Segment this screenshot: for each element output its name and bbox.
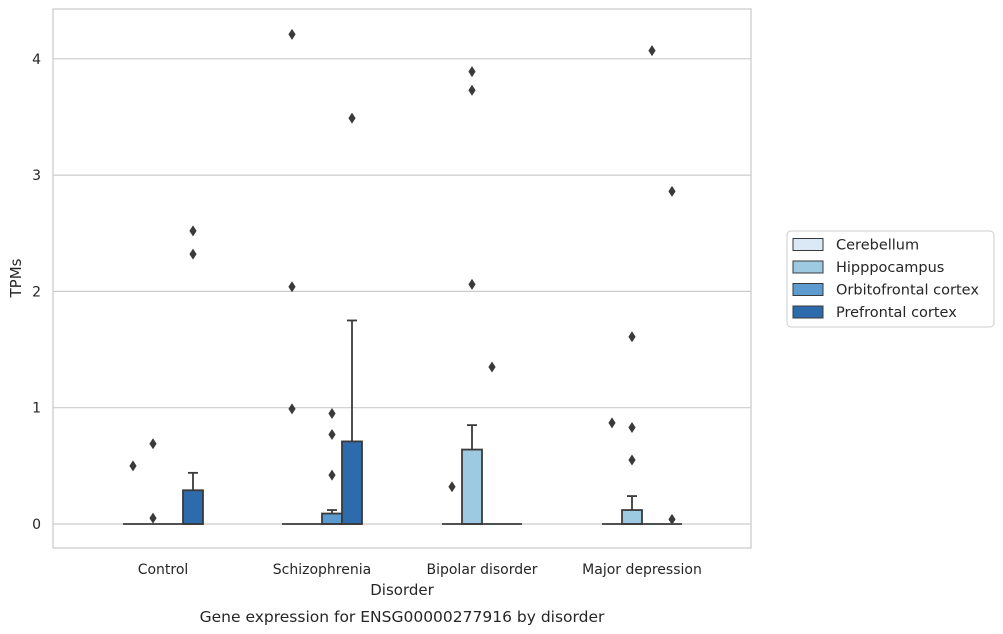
x-tick-labels: Control Schizophrenia Bipolar disorder Majo… (138, 562, 702, 578)
outlier-point (129, 460, 137, 472)
box-hipppocampus (621, 331, 643, 525)
outlier-point (328, 428, 336, 440)
box-hipppocampus (143, 438, 163, 525)
plot-marks (123, 28, 682, 525)
outlier-point (189, 225, 197, 237)
gridlines (53, 58, 751, 525)
box-orbitofrontal-cortex (642, 45, 662, 525)
box-orbitofrontal-cortex (482, 361, 502, 525)
legend-label: Orbitofrontal cortex (836, 283, 979, 299)
legend-swatch (792, 305, 824, 319)
box-cerebellum (282, 28, 302, 525)
outlier-point (628, 421, 636, 433)
legend-label: Hipppocampus (836, 260, 944, 276)
legend-swatch (792, 283, 824, 296)
outlier-point (288, 403, 296, 415)
outlier-point (448, 481, 456, 493)
plot-area-frame (52, 8, 752, 549)
chart-caption: Gene expression for ENSG00000277916 by d… (200, 608, 605, 626)
x-tick-label: Bipolar disorder (426, 562, 537, 578)
box-prefrontal-cortex (662, 185, 682, 525)
x-tick-label: Control (138, 562, 189, 578)
y-tick-label: 1 (32, 401, 41, 417)
box-body (182, 489, 204, 525)
outlier-point (468, 84, 476, 96)
y-tick-labels: 0 1 2 3 4 (32, 52, 41, 533)
legend-swatch (792, 260, 824, 274)
y-tick-label: 3 (32, 168, 41, 184)
box-body (461, 448, 483, 525)
y-tick-label: 4 (32, 52, 41, 68)
legend: Cerebellum Hipppocampus Orbitofrontal cort… (786, 230, 995, 328)
legend-swatch (792, 238, 824, 251)
box-body (621, 509, 643, 525)
x-axis-title: Disorder (370, 581, 434, 599)
outlier-point (288, 281, 296, 293)
outlier-point (468, 278, 476, 290)
box-hipppocampus (461, 66, 483, 525)
y-tick-label: 2 (32, 284, 41, 300)
outlier-point (628, 454, 636, 466)
legend-label: Prefrontal cortex (836, 305, 957, 321)
outlier-point (628, 331, 636, 343)
outlier-point (149, 512, 157, 524)
box-cerebellum (123, 460, 143, 525)
x-tick-label: Schizophrenia (273, 562, 371, 578)
outlier-point (189, 248, 197, 260)
legend-frame (786, 230, 995, 328)
outlier-point (328, 408, 336, 420)
outlier-point (668, 185, 676, 197)
box-orbitofrontal-cortex (321, 408, 343, 525)
outlier-point (288, 28, 296, 40)
outlier-point (468, 66, 476, 78)
outlier-point (648, 45, 656, 57)
outlier-point (608, 417, 616, 429)
y-axis-title: TPMs (7, 258, 25, 298)
box-prefrontal-cortex (182, 225, 204, 525)
box-cerebellum (442, 481, 462, 525)
outlier-point (488, 361, 496, 373)
box-body (341, 440, 363, 525)
x-tick-label: Major depression (582, 562, 702, 578)
legend-label: Cerebellum (836, 238, 919, 254)
outlier-point (328, 469, 336, 481)
box-body (321, 512, 343, 525)
y-tick-label: 0 (32, 517, 41, 533)
box-cerebellum (602, 417, 622, 525)
outlier-point (668, 513, 676, 525)
box-prefrontal-cortex (341, 112, 363, 525)
outlier-point (149, 438, 157, 450)
outlier-point (348, 112, 356, 124)
